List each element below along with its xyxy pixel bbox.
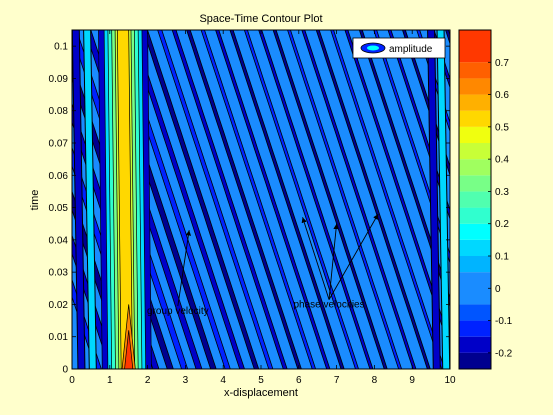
colorbar-level xyxy=(459,223,491,240)
contour-band xyxy=(129,30,244,369)
colorbar-level xyxy=(459,78,491,95)
contour-band xyxy=(172,30,287,369)
primary-packet xyxy=(98,30,152,369)
contour-band xyxy=(331,30,445,369)
x-tick-label: 6 xyxy=(296,375,302,386)
contour-band xyxy=(187,30,301,369)
colorbar-level xyxy=(459,159,491,176)
colorbar-level xyxy=(459,272,491,305)
colorbar-level xyxy=(459,191,491,208)
colorbar-level xyxy=(459,304,491,321)
contour-band xyxy=(359,30,450,306)
colorbar-level xyxy=(459,336,491,353)
colorbar: -0.2 -0.1 0 0.1 0.2 0.3 0.4 0.5 0.6 0.7 xyxy=(458,29,513,370)
y-tick-label: 0.04 xyxy=(49,235,69,246)
colorbar-level xyxy=(459,62,491,79)
annotation-arrow xyxy=(328,213,379,300)
x-axis: 0 1 2 3 4 5 6 7 8 9 10 xyxy=(69,30,456,386)
edge-band xyxy=(437,30,450,369)
x-tick-label: 5 xyxy=(258,375,264,386)
y-tick-label: 0.01 xyxy=(49,332,69,343)
x-tick-label: 10 xyxy=(444,375,456,386)
edge-band xyxy=(72,30,85,369)
colorbar-tick-label: 0 xyxy=(495,284,501,295)
colorbar-tick-label: 0.2 xyxy=(495,219,509,230)
contour-band xyxy=(287,30,402,369)
contour-band xyxy=(244,30,359,369)
contour-band xyxy=(201,30,316,369)
colorbar-level xyxy=(459,352,491,369)
colorbar-tick-label: 0.4 xyxy=(495,155,509,166)
chart-title: Space-Time Contour Plot xyxy=(199,13,322,25)
y-tick-label: 0.05 xyxy=(49,203,69,214)
contour-band xyxy=(402,30,450,174)
colorbar-level xyxy=(459,110,491,127)
packet-peak xyxy=(124,330,134,369)
x-tick-label: 1 xyxy=(107,375,113,386)
colorbar-level xyxy=(459,320,491,337)
x-tick-label: 8 xyxy=(372,375,378,386)
y-tick-label: 0.07 xyxy=(49,139,69,150)
colorbar-level xyxy=(459,30,491,63)
legend: amplitude xyxy=(352,37,446,59)
colorbar-tick-label: 0.1 xyxy=(495,252,509,263)
y-axis-label: time xyxy=(29,190,41,211)
x-tick-label: 3 xyxy=(183,375,189,386)
x-tick-label: 7 xyxy=(334,375,340,386)
x-tick-label: 9 xyxy=(409,375,415,386)
annotation-label: phase velocities xyxy=(293,300,364,311)
colorbar-tick-label: 0.7 xyxy=(495,58,509,69)
colorbar-tick-label: 0.6 xyxy=(495,90,509,101)
colorbar-level xyxy=(459,239,491,256)
y-tick-label: 0.1 xyxy=(54,42,68,53)
colorbar-tick-label: 0.3 xyxy=(495,187,509,198)
colorbar-tick-label: -0.2 xyxy=(495,348,513,359)
contour-band xyxy=(143,30,259,369)
annotation-arrow xyxy=(177,230,192,307)
colorbar-frame xyxy=(458,29,492,370)
y-tick-label: 0.06 xyxy=(49,171,69,182)
y-axis: 0 0.01 0.02 0.03 0.04 0.05 0.06 0.07 0.08 0.09 0.1 xyxy=(49,42,450,376)
x-axis-label: x-displacement xyxy=(224,387,298,399)
colorbar-tick-label: 0.5 xyxy=(495,122,509,133)
x-tick-label: 0 xyxy=(69,375,75,386)
annotation-arrow xyxy=(328,223,339,300)
colorbar-tick-label: -0.1 xyxy=(495,316,513,327)
y-tick-label: 0.09 xyxy=(49,74,69,85)
contour-band xyxy=(316,30,430,369)
legend-label: amplitude xyxy=(389,44,433,55)
annotations: group velocity phase velocities xyxy=(147,213,379,317)
contour-band xyxy=(230,30,344,369)
x-tick-label: 2 xyxy=(145,375,151,386)
contour-band xyxy=(417,30,450,131)
y-tick-label: 0 xyxy=(62,365,68,376)
contour-band xyxy=(273,30,387,369)
colorbar-level xyxy=(459,94,491,111)
colorbar-level xyxy=(459,143,491,160)
colorbar-level xyxy=(459,126,491,143)
packet-level xyxy=(117,30,133,369)
annotation-arrow xyxy=(301,217,330,300)
legend-swatch-icon xyxy=(360,42,386,54)
contour-band xyxy=(158,30,273,369)
contour-band xyxy=(216,30,330,369)
colorbar-level xyxy=(459,175,491,192)
y-tick-label: 0.03 xyxy=(49,268,69,279)
annotation-label: group velocity xyxy=(147,306,209,317)
plot-area xyxy=(72,30,450,369)
edge-band xyxy=(428,30,440,369)
edge-band xyxy=(84,30,96,369)
contour-band xyxy=(302,30,416,369)
x-tick-label: 4 xyxy=(220,375,226,386)
colorbar-level xyxy=(459,207,491,224)
colorbar-level xyxy=(459,256,491,273)
contour-band xyxy=(259,30,373,369)
y-tick-label: 0.08 xyxy=(49,106,69,117)
y-tick-label: 0.02 xyxy=(49,300,69,311)
